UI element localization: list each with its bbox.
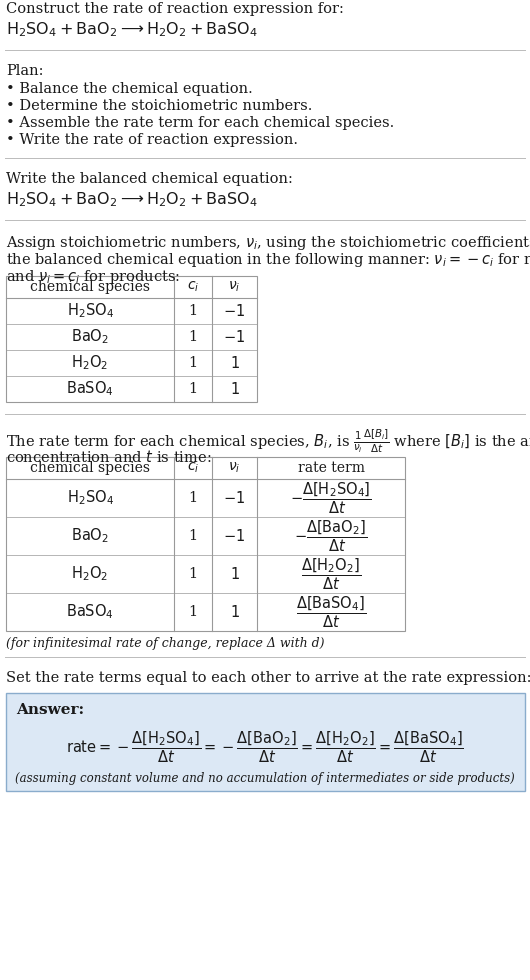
Text: Plan:: Plan: [6, 64, 43, 78]
Text: $\mathrm{H_2SO_4}$: $\mathrm{H_2SO_4}$ [66, 302, 113, 320]
Text: • Determine the stoichiometric numbers.: • Determine the stoichiometric numbers. [6, 99, 312, 113]
Bar [6, 276, 257, 402]
Text: • Assemble the rate term for each chemical species.: • Assemble the rate term for each chemic… [6, 116, 394, 130]
Text: $\mathrm{BaO_2}$: $\mathrm{BaO_2}$ [71, 526, 109, 545]
Text: Construct the rate of reaction expression for:: Construct the rate of reaction expressio… [6, 2, 344, 16]
Text: $-1$: $-1$ [224, 303, 245, 319]
Text: Set the rate terms equal to each other to arrive at the rate expression:: Set the rate terms equal to each other t… [6, 671, 530, 685]
Text: $-1$: $-1$ [224, 490, 245, 506]
Bar [6, 457, 405, 631]
Text: • Write the rate of reaction expression.: • Write the rate of reaction expression. [6, 133, 298, 147]
Text: the balanced chemical equation in the following manner: $\nu_i = -c_i$ for react: the balanced chemical equation in the fo… [6, 251, 530, 269]
Text: $-\dfrac{\Delta[\mathrm{H_2SO_4}]}{\Delta t}$: $-\dfrac{\Delta[\mathrm{H_2SO_4}]}{\Delt… [290, 480, 372, 515]
Text: $c_i$: $c_i$ [187, 461, 199, 475]
Text: $-\dfrac{\Delta[\mathrm{BaO_2}]}{\Delta t}$: $-\dfrac{\Delta[\mathrm{BaO_2}]}{\Delta … [294, 518, 368, 554]
Text: 1: 1 [189, 605, 198, 619]
Text: $c_i$: $c_i$ [187, 280, 199, 294]
Text: $1$: $1$ [229, 355, 240, 371]
Text: Assign stoichiometric numbers, $\nu_i$, using the stoichiometric coefficients, $: Assign stoichiometric numbers, $\nu_i$, … [6, 234, 530, 252]
Text: 1: 1 [189, 382, 198, 396]
Text: $\nu_i$: $\nu_i$ [228, 280, 241, 294]
Text: $\dfrac{\Delta[\mathrm{H_2O_2}]}{\Delta t}$: $\dfrac{\Delta[\mathrm{H_2O_2}]}{\Delta … [301, 557, 361, 592]
Text: The rate term for each chemical species, $B_i$, is $\frac{1}{\nu_i}\frac{\Delta[: The rate term for each chemical species,… [6, 428, 530, 456]
Text: $\mathrm{H_2O_2}$: $\mathrm{H_2O_2}$ [72, 564, 109, 583]
Text: 1: 1 [189, 491, 198, 505]
Text: 1: 1 [189, 529, 198, 543]
Text: 1: 1 [189, 330, 198, 344]
Text: $1$: $1$ [229, 381, 240, 397]
Text: 1: 1 [189, 304, 198, 318]
Text: $\mathrm{H_2SO_4 + BaO_2 \longrightarrow H_2O_2 + BaSO_4}$: $\mathrm{H_2SO_4 + BaO_2 \longrightarrow… [6, 190, 258, 209]
Text: $\nu_i$: $\nu_i$ [228, 461, 241, 475]
Text: chemical species: chemical species [30, 280, 150, 294]
Text: $\mathrm{H_2SO_4 + BaO_2 \longrightarrow H_2O_2 + BaSO_4}$: $\mathrm{H_2SO_4 + BaO_2 \longrightarrow… [6, 20, 258, 38]
Text: rate term: rate term [297, 461, 365, 475]
Text: 1: 1 [189, 356, 198, 370]
Text: $\mathrm{BaO_2}$: $\mathrm{BaO_2}$ [71, 327, 109, 346]
Text: $1$: $1$ [229, 604, 240, 620]
Text: chemical species: chemical species [30, 461, 150, 475]
Text: $\mathrm{BaSO_4}$: $\mathrm{BaSO_4}$ [66, 603, 114, 621]
Text: $\mathrm{H_2O_2}$: $\mathrm{H_2O_2}$ [72, 354, 109, 372]
Text: 1: 1 [189, 567, 198, 581]
Text: Answer:: Answer: [16, 703, 84, 717]
Text: (assuming constant volume and no accumulation of intermediates or side products): (assuming constant volume and no accumul… [15, 772, 515, 785]
Text: and $\nu_i = c_i$ for products:: and $\nu_i = c_i$ for products: [6, 268, 180, 286]
Text: concentration and $t$ is time:: concentration and $t$ is time: [6, 449, 211, 465]
Text: Write the balanced chemical equation:: Write the balanced chemical equation: [6, 172, 293, 186]
Text: $-1$: $-1$ [224, 528, 245, 544]
Bar [6, 693, 525, 791]
Text: $\mathrm{H_2SO_4}$: $\mathrm{H_2SO_4}$ [66, 489, 113, 508]
Text: $\dfrac{\Delta[\mathrm{BaSO_4}]}{\Delta t}$: $\dfrac{\Delta[\mathrm{BaSO_4}]}{\Delta … [296, 594, 366, 630]
Text: • Balance the chemical equation.: • Balance the chemical equation. [6, 82, 253, 96]
Text: $-1$: $-1$ [224, 329, 245, 345]
Text: (for infinitesimal rate of change, replace Δ with d): (for infinitesimal rate of change, repla… [6, 637, 324, 650]
Text: $\mathrm{rate} = -\dfrac{\Delta[\mathrm{H_2SO_4}]}{\Delta t} = -\dfrac{\Delta[\m: $\mathrm{rate} = -\dfrac{\Delta[\mathrm{… [66, 729, 464, 764]
Text: $\mathrm{BaSO_4}$: $\mathrm{BaSO_4}$ [66, 379, 114, 398]
Text: $1$: $1$ [229, 566, 240, 582]
